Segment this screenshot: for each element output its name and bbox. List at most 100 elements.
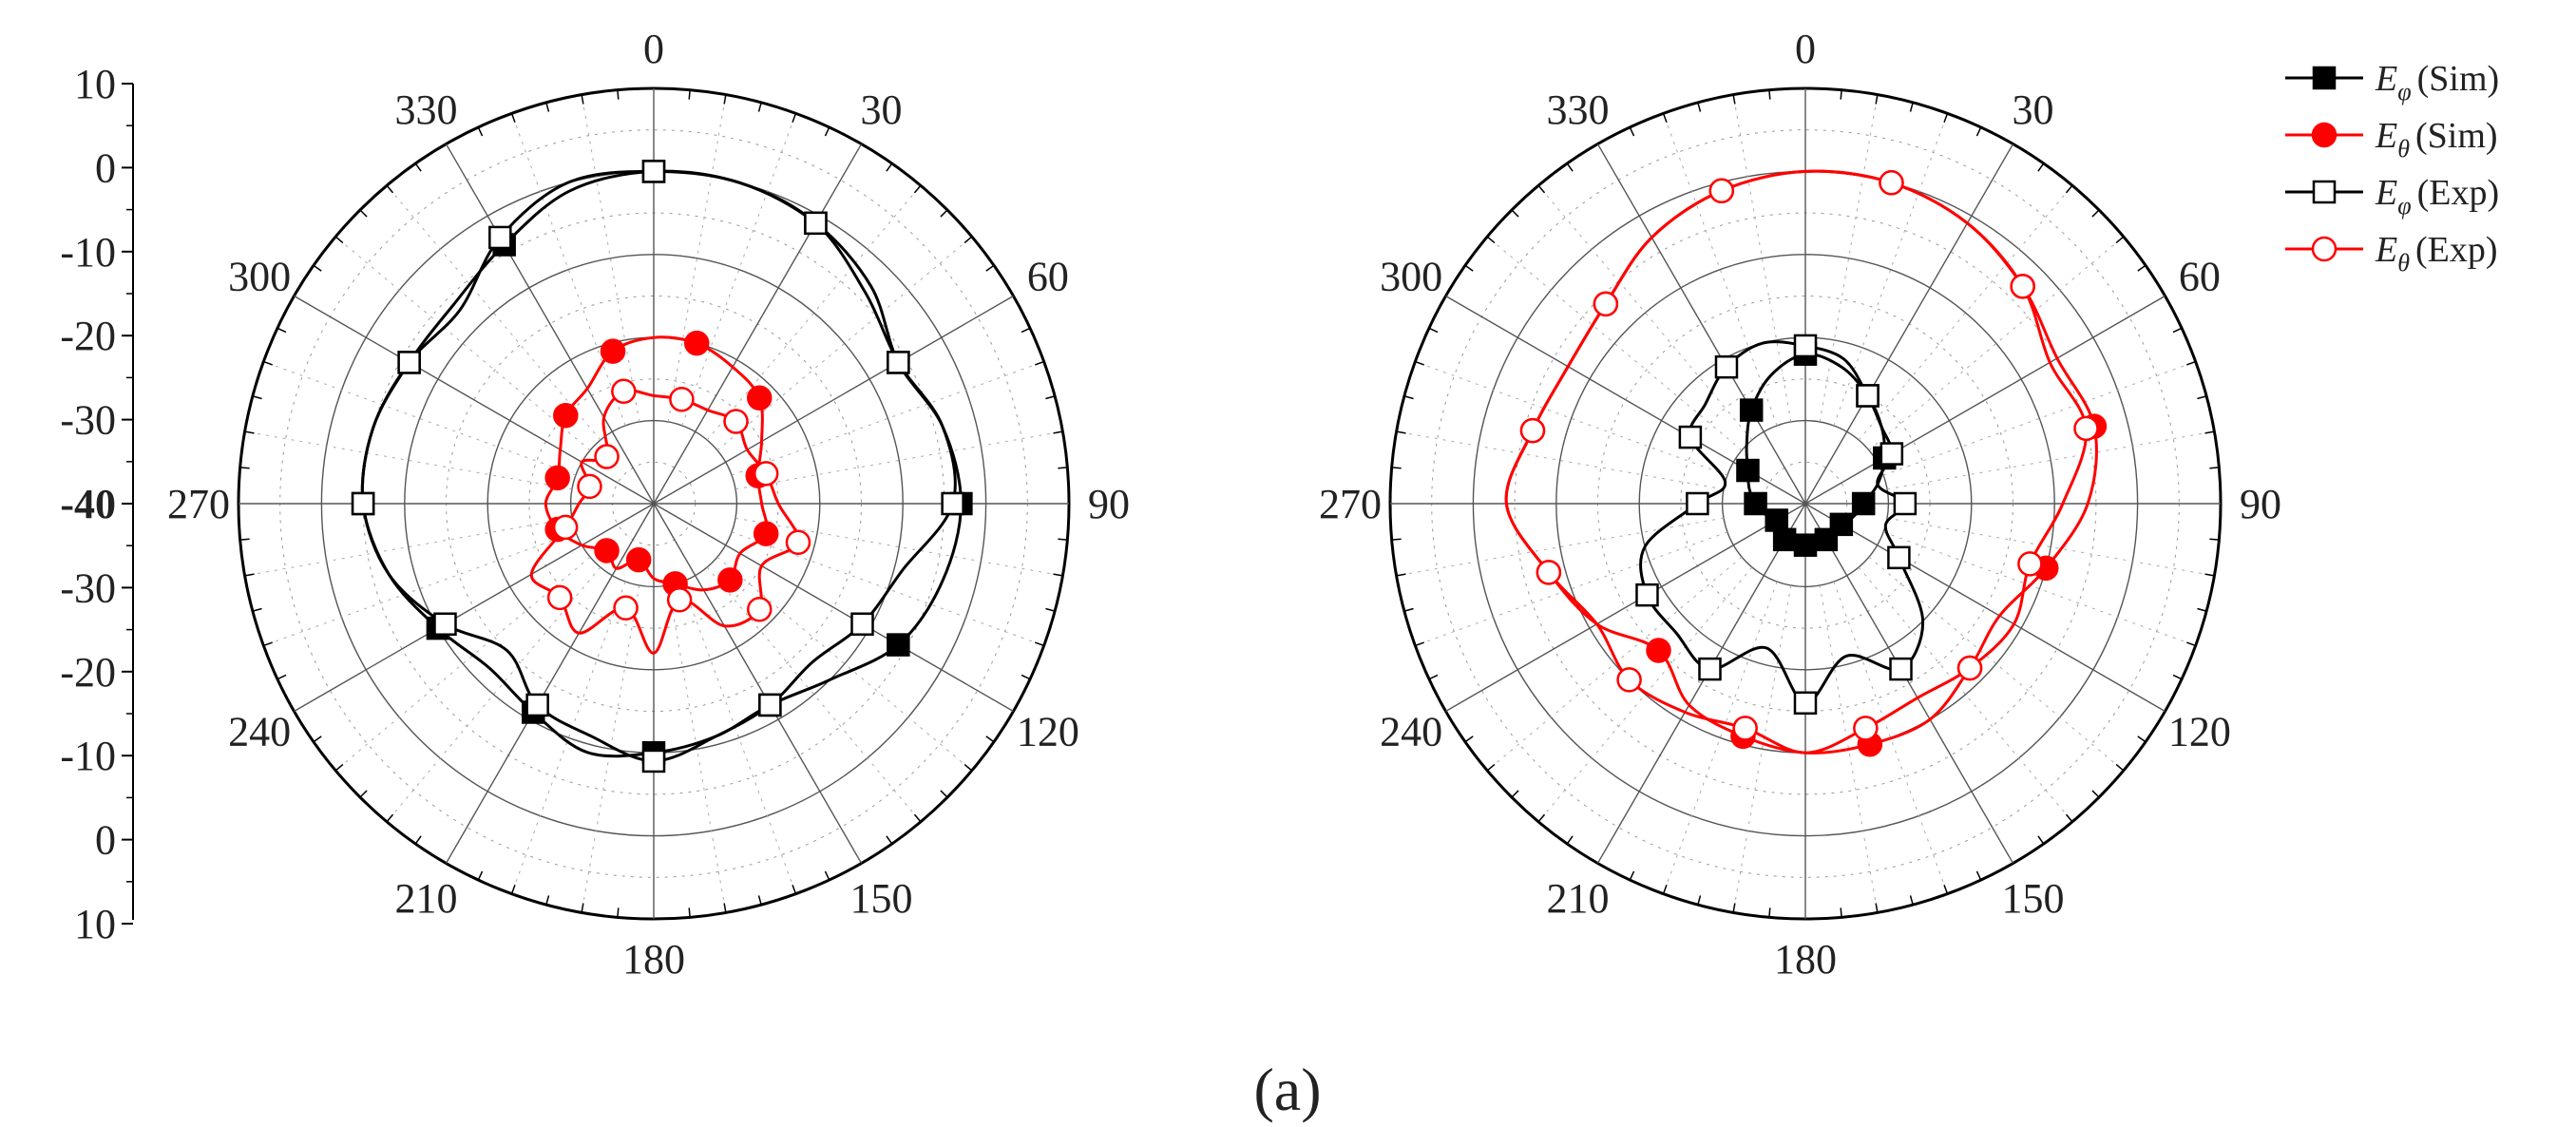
- data-point: [1856, 384, 1880, 408]
- angle-tick-label: 270: [1319, 481, 1382, 527]
- legend-label: Eθ (Sim): [2375, 116, 2498, 162]
- data-point: [1793, 334, 1818, 358]
- data-point: [1732, 716, 1758, 741]
- series-line: [529, 389, 800, 655]
- data-point: [753, 521, 779, 546]
- data-point: [669, 387, 695, 412]
- data-point: [1686, 491, 1709, 516]
- angle-tick-label: 270: [167, 481, 230, 527]
- radial-tick-label: 0: [95, 817, 116, 864]
- data-point: [1698, 657, 1722, 681]
- legend-marker: [2312, 180, 2337, 204]
- data-point: [594, 538, 620, 564]
- data-point: [2010, 274, 2035, 299]
- legend-entry: Eφ (Sim): [2285, 59, 2499, 105]
- radial-tick-label: 10: [74, 61, 116, 107]
- data-point: [1739, 398, 1764, 422]
- series-line: [1504, 169, 2089, 755]
- polar-grid: [237, 86, 1071, 921]
- data-point: [746, 385, 773, 411]
- data-point: [1893, 491, 1918, 516]
- data-point: [2017, 551, 2043, 577]
- series-line: [360, 169, 963, 758]
- data-point: [1519, 417, 1546, 444]
- data-point: [397, 351, 421, 374]
- radial-tick-label: -30: [60, 564, 116, 611]
- data-point: [1887, 545, 1911, 570]
- angle-tick-label: 90: [1088, 481, 1130, 527]
- angle-tick-label: 150: [850, 875, 913, 922]
- data-point: [941, 491, 964, 516]
- angle-tick-label: 330: [1547, 86, 1610, 133]
- data-point: [683, 330, 710, 356]
- data-point: [1646, 638, 1671, 663]
- data-point: [2073, 415, 2099, 442]
- series-line: [544, 335, 769, 592]
- data-point: [1678, 425, 1703, 449]
- legend-label: Eφ (Exp): [2375, 173, 2499, 220]
- radial-tick-label: 10: [74, 901, 116, 947]
- series-open-square-0: [351, 160, 964, 774]
- data-point: [1736, 458, 1760, 483]
- data-point: [525, 693, 549, 717]
- angle-tick-label: 0: [1795, 26, 1816, 72]
- data-point: [613, 595, 639, 621]
- data-point: [641, 749, 666, 774]
- data-point: [804, 211, 828, 236]
- data-point: [553, 403, 579, 429]
- angle-tick-label: 180: [622, 936, 685, 983]
- data-point: [1708, 178, 1735, 204]
- angle-tick-label: 30: [2013, 86, 2054, 133]
- data-point: [600, 338, 626, 364]
- angle-tick-label: 150: [2002, 875, 2065, 922]
- data-point: [625, 546, 652, 573]
- angle-tick-label: 240: [1380, 709, 1442, 755]
- data-point: [577, 473, 602, 500]
- series-open-circle-0: [529, 378, 811, 655]
- polar-grid: [1388, 86, 2223, 921]
- data-point: [552, 514, 579, 541]
- data-point: [1793, 691, 1818, 716]
- data-point: [1765, 508, 1788, 532]
- series-filled-square-1: [1736, 342, 1897, 557]
- angle-tick-label: 180: [1774, 936, 1837, 983]
- radial-axis: 10 0 -10 -20 -30 -40 -30 -20 -10 0 10: [60, 61, 134, 947]
- angle-tick-label: 30: [861, 86, 903, 133]
- legend-entry: Eφ (Exp): [2285, 173, 2499, 220]
- angle-tick-label: 120: [2168, 709, 2231, 755]
- angle-tick-label: 60: [1027, 254, 1069, 300]
- radial-tick-label: -30: [60, 397, 116, 444]
- data-point: [887, 633, 910, 657]
- legend-entry: Eθ (Exp): [2285, 230, 2498, 277]
- data-point: [641, 160, 666, 183]
- data-point: [1793, 533, 1818, 557]
- data-point: [544, 465, 570, 491]
- data-point: [1772, 527, 1797, 552]
- polar-chart-right: 0 30 60 90 120 150 180 210 240 270 300 330: [1319, 26, 2281, 983]
- data-point: [887, 351, 910, 374]
- legend-label: Eφ (Sim): [2375, 59, 2499, 105]
- data-point: [488, 225, 512, 250]
- data-point: [1616, 667, 1642, 693]
- radial-tick-label: -40: [60, 481, 116, 527]
- radial-tick-label: -20: [60, 313, 116, 359]
- series-open-circle-1: [1504, 169, 2099, 755]
- data-point: [723, 409, 749, 434]
- data-point: [717, 567, 743, 593]
- series-line: [1504, 169, 2098, 755]
- angle-tick-label: 300: [1380, 254, 1442, 300]
- legend-marker: [2311, 122, 2337, 148]
- data-point: [594, 444, 620, 469]
- data-point: [666, 587, 693, 613]
- series-open-square-1: [1635, 334, 1925, 716]
- data-point: [785, 529, 811, 555]
- angle-tick-label: 210: [1547, 875, 1610, 922]
- angle-tick-label: 120: [1017, 709, 1079, 755]
- data-point: [850, 612, 874, 636]
- angle-tick-label: 60: [2179, 254, 2221, 300]
- data-point: [758, 693, 782, 717]
- series-filled-square-0: [351, 160, 973, 765]
- data-point: [1853, 716, 1879, 741]
- angle-tick-label: 240: [228, 709, 291, 755]
- legend-marker: [2311, 236, 2337, 262]
